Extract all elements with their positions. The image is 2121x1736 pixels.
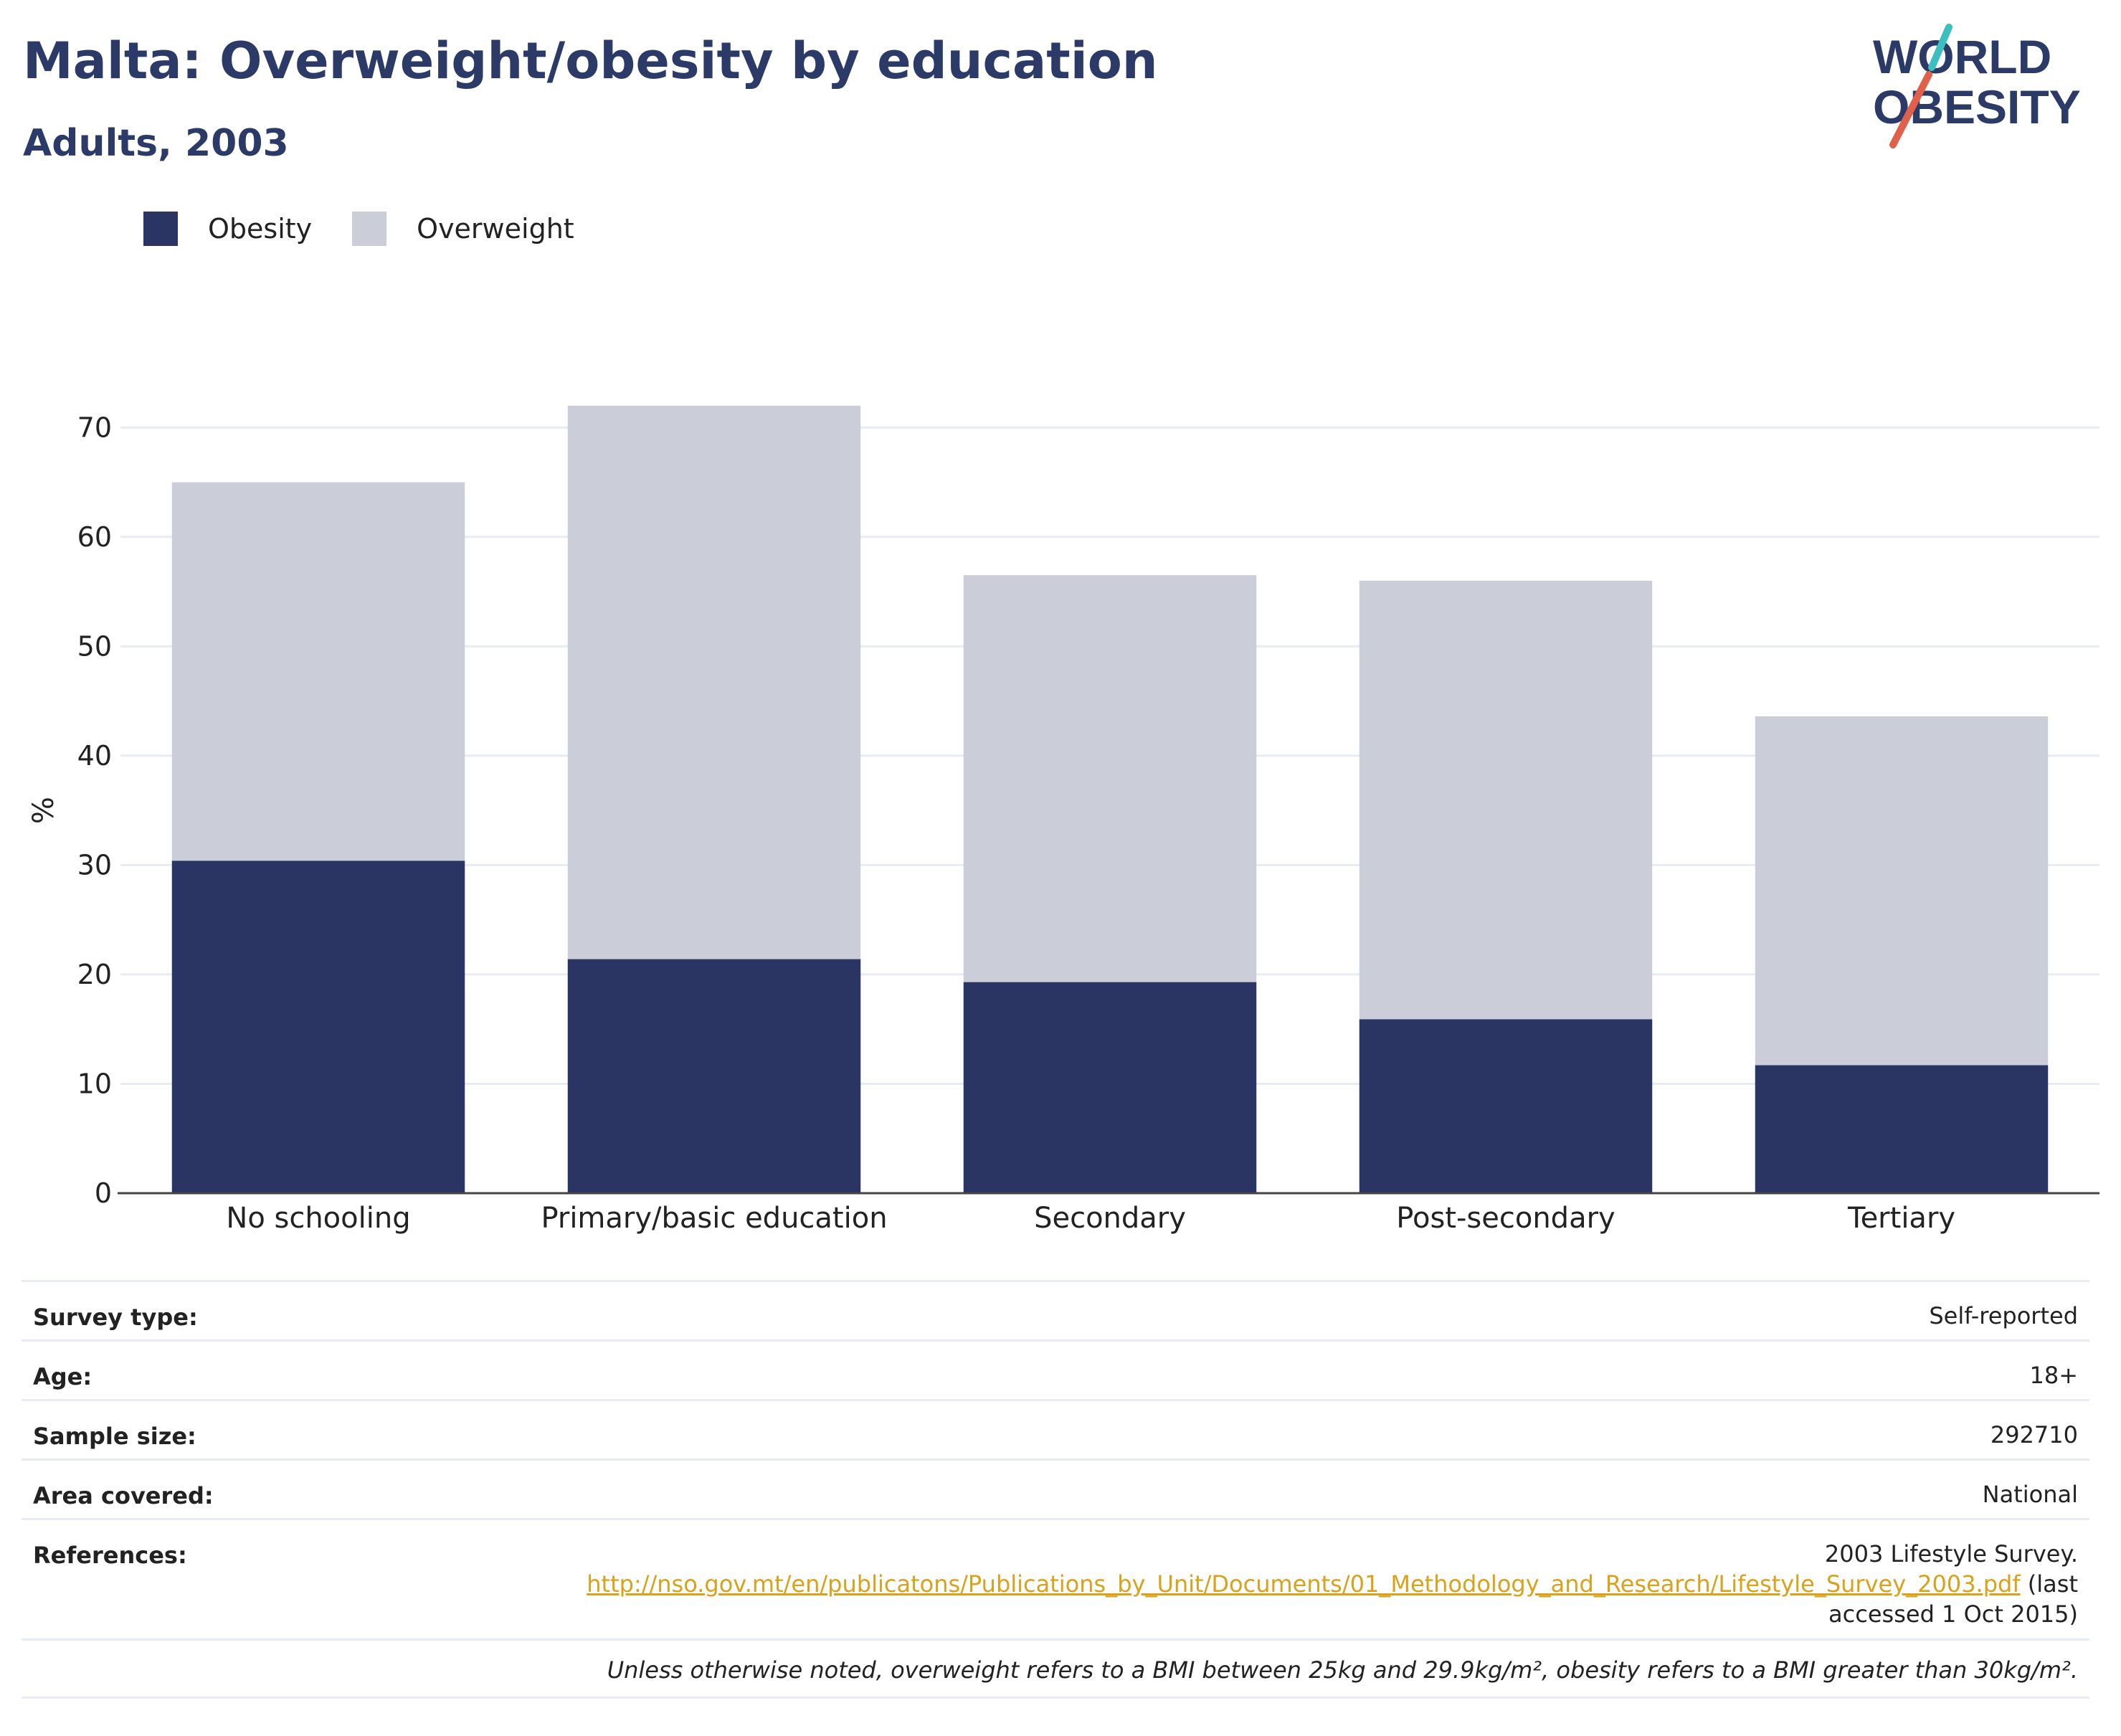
- x-tick-label: Post-secondary: [1396, 1202, 1615, 1235]
- y-tick-label: 0: [95, 1177, 112, 1209]
- bar-overweight-1: [171, 482, 465, 861]
- x-tick-label: Secondary: [1034, 1202, 1186, 1235]
- bar-obesity-3: [963, 982, 1257, 1193]
- logo-line1: WORLD: [1873, 30, 2051, 83]
- references-link-line: http://nso.gov.mt/en/publicatons/Publica…: [500, 1569, 2078, 1599]
- page-subtitle: Adults, 2003: [23, 122, 289, 165]
- logo-line2: OBESITY: [1873, 80, 2081, 133]
- y-tick-label: 70: [77, 412, 112, 443]
- chart-legend: Obesity Overweight: [143, 212, 615, 246]
- bar-overweight-4: [1359, 580, 1653, 1020]
- bar-obesity-5: [1755, 1065, 2049, 1193]
- references-accessed: accessed 1 Oct 2015): [1828, 1600, 2078, 1628]
- age-value: 18+: [2029, 1362, 2078, 1389]
- age-label: Age:: [33, 1363, 92, 1390]
- logo-teal-stroke: [1928, 24, 1952, 71]
- y-tick-label: 30: [77, 849, 112, 881]
- page-title: Malta: Overweight/obesity by education: [23, 32, 1158, 90]
- references-link[interactable]: http://nso.gov.mt/en/publicatons/Publica…: [587, 1570, 2021, 1598]
- y-tick-label: 40: [77, 740, 112, 772]
- survey-type-label: Survey type:: [33, 1304, 198, 1331]
- info-row-age: Age: 18+: [22, 1339, 2089, 1399]
- y-tick-label: 60: [77, 521, 112, 553]
- bar-chart: 0 10 20 30 40 50 60 70% No schooling Primary/basi…: [27, 405, 2099, 1235]
- info-row-area-covered: Area covered: National: [22, 1458, 2089, 1518]
- bar-obesity-4: [1359, 1019, 1653, 1193]
- references-label: References:: [33, 1542, 187, 1569]
- info-row-survey-type: Survey type: Self-reported: [22, 1280, 2089, 1339]
- legend-swatch-overweight: [352, 212, 387, 246]
- legend-label-obesity: Obesity: [208, 213, 313, 245]
- info-row-references: References: 2003 Lifestyle Survey. http:…: [22, 1518, 2089, 1638]
- survey-info-table: Survey type: Self-reported Age: 18+ Samp…: [22, 1280, 2089, 1699]
- y-axis-label: %: [27, 797, 60, 824]
- bar-obesity-1: [171, 860, 465, 1193]
- sample-size-label: Sample size:: [33, 1423, 196, 1450]
- references-after-link: (last: [2020, 1570, 2078, 1598]
- survey-type-value: Self-reported: [1929, 1302, 2078, 1329]
- y-tick-label: 10: [77, 1068, 112, 1099]
- y-tick-label: 50: [77, 630, 112, 662]
- bar-overweight-3: [963, 575, 1257, 982]
- info-row-sample-size: Sample size: 292710: [22, 1399, 2089, 1458]
- references-value: 2003 Lifestyle Survey. http://nso.gov.mt…: [500, 1539, 2078, 1629]
- area-covered-label: Area covered:: [33, 1482, 214, 1509]
- x-tick-label: No schooling: [226, 1202, 410, 1235]
- references-source: 2003 Lifestyle Survey.: [1824, 1540, 2078, 1567]
- logo-red-stroke: [1889, 71, 1932, 148]
- x-tick-label: Tertiary: [1847, 1202, 1955, 1235]
- bmi-footnote: Unless otherwise noted, overweight refer…: [22, 1638, 2089, 1699]
- bar-obesity-2: [567, 959, 861, 1193]
- y-tick-label: 20: [77, 959, 112, 990]
- bar-overweight-5: [1755, 716, 2049, 1066]
- x-tick-label: Primary/basic education: [541, 1202, 887, 1235]
- legend-swatch-obesity: [143, 212, 178, 246]
- world-obesity-logo: WORLD OBESITY: [1873, 24, 2081, 148]
- legend-item-obesity[interactable]: Obesity: [143, 212, 312, 246]
- sample-size-value: 292710: [1990, 1421, 2078, 1448]
- legend-label-overweight: Overweight: [417, 213, 574, 245]
- bar-overweight-2: [567, 405, 861, 959]
- area-covered-value: National: [1982, 1481, 2078, 1508]
- legend-item-overweight[interactable]: Overweight: [352, 212, 574, 246]
